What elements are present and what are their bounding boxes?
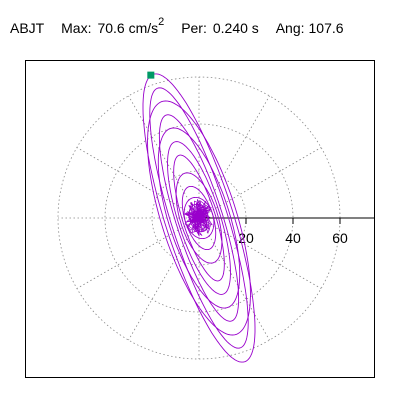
trace-loop-7 xyxy=(175,172,223,264)
angle-readout: Ang: 107.6 xyxy=(276,20,344,36)
peak-marker xyxy=(147,71,155,79)
grid-spoke-120 xyxy=(128,95,200,219)
plot-frame: 20 40 60 xyxy=(25,60,375,378)
radial-tick-label-60: 60 xyxy=(332,230,348,246)
trace-loop-2 xyxy=(147,100,251,336)
radial-axis: 20 40 60 xyxy=(199,217,374,246)
grid-spoke-210 xyxy=(76,217,200,289)
grid-spoke-300 xyxy=(198,217,270,341)
peak-marker-layer xyxy=(147,71,155,79)
grid-spoke-30 xyxy=(198,147,322,219)
grid-spoke-240 xyxy=(128,217,200,341)
period-readout: Per: 0.240 s xyxy=(181,20,259,36)
particle-motion-trace xyxy=(142,73,256,363)
trace-loop-9 xyxy=(183,196,215,240)
max-value: 70.6 cm/s xyxy=(97,19,159,36)
trace-loop-5 xyxy=(167,141,231,295)
trace-loop-1 xyxy=(149,87,249,349)
trace-noise-scribble xyxy=(184,199,213,237)
max-label: Max: xyxy=(61,19,92,36)
station-code: ABJT xyxy=(10,19,45,36)
trace-loop-4 xyxy=(157,127,241,309)
angle-label: Ang: xyxy=(275,19,305,36)
hodogram-plot: 20 40 60 xyxy=(57,71,374,363)
radial-tick-label-40: 40 xyxy=(285,230,301,246)
grid-spoke-150 xyxy=(76,147,200,219)
max-readout: Max: 70.6 cm/s2 xyxy=(61,16,165,36)
plot-header: ABJT Max: 70.6 cm/s2 Per: 0.240 s Ang: 107.… xyxy=(10,16,357,36)
trace-loop-0 xyxy=(142,73,256,363)
period-label: Per: xyxy=(181,19,207,36)
max-exponent: 2 xyxy=(158,16,165,28)
period-value: 0.240 s xyxy=(212,19,259,36)
trace-loop-6 xyxy=(173,154,225,282)
grid-spoke-330 xyxy=(198,217,322,289)
angle-value: 107.6 xyxy=(308,19,344,36)
trace-loop-3 xyxy=(158,114,240,322)
